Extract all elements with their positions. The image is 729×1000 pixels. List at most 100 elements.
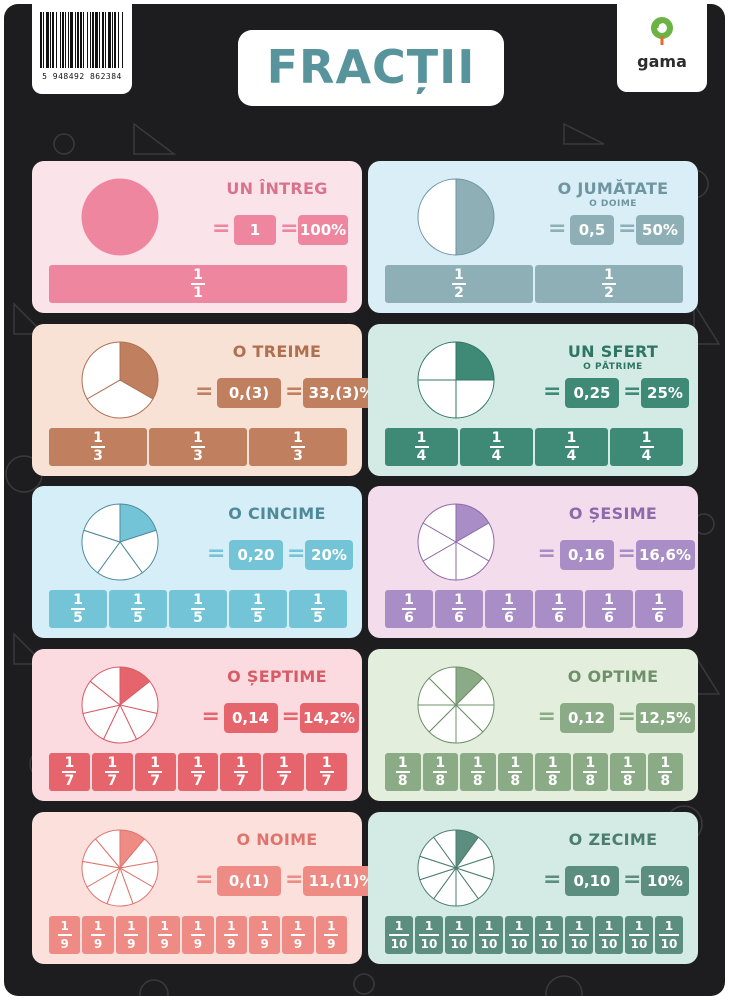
fraction-segment: 1 10 xyxy=(565,916,593,954)
equals-sign: = xyxy=(618,216,637,241)
fraction-bar xyxy=(602,283,616,285)
fraction-bar xyxy=(131,608,145,610)
fraction-denominator: 8 xyxy=(435,773,446,789)
fraction-pie-icon xyxy=(417,829,495,907)
fraction-pie-icon xyxy=(81,178,159,256)
fraction-bar xyxy=(191,771,205,773)
fraction-bar xyxy=(449,934,469,936)
fraction-bar xyxy=(452,608,466,610)
fraction-denominator: 10 xyxy=(510,937,528,951)
fraction-bar xyxy=(502,608,516,610)
fraction-denominator: 4 xyxy=(491,448,502,464)
fraction-numerator: 1 xyxy=(416,430,427,446)
fraction-bar xyxy=(224,934,239,936)
fraction-numerator: 1 xyxy=(654,592,664,608)
fraction-numerator: 1 xyxy=(327,919,336,933)
fraction-denominator: 10 xyxy=(630,937,648,951)
fraction-denominator: 7 xyxy=(193,773,203,789)
equals-sign: = xyxy=(287,541,306,566)
fraction-bar xyxy=(276,771,291,773)
equals-sign: = xyxy=(212,216,231,241)
fraction-bar xyxy=(91,446,105,448)
fraction-bar xyxy=(489,446,504,448)
percent-value: 33,(3)% xyxy=(303,378,380,408)
equals-sign: = xyxy=(617,541,636,566)
fraction-numerator: 1 xyxy=(585,755,596,771)
pie-slice xyxy=(83,503,121,543)
fraction-denominator: 6 xyxy=(404,610,414,626)
pie-slice xyxy=(119,341,159,400)
page-title-banner: FRACȚII xyxy=(238,30,504,106)
equals-sign: = xyxy=(195,379,214,404)
decimal-value: 0,16 xyxy=(559,540,614,570)
fraction-denominator: 10 xyxy=(570,937,588,951)
fraction-numerator: 1 xyxy=(64,755,75,771)
equals-sign: = xyxy=(543,379,562,404)
fraction-segment: 1 10 xyxy=(505,916,533,954)
equals-sign: = xyxy=(285,867,304,892)
equals-sign: = xyxy=(623,867,642,892)
fraction-denominator: 9 xyxy=(293,937,303,951)
fraction-name: UN ÎNTREG xyxy=(226,179,328,198)
fraction-numerator: 1 xyxy=(321,755,332,771)
fraction-denominator: 2 xyxy=(604,285,614,301)
fraction-segment: 1 10 xyxy=(475,916,503,954)
fraction-numerator: 1 xyxy=(293,430,303,446)
page-title: FRACȚII xyxy=(266,40,476,94)
fraction-bar xyxy=(433,771,448,773)
fraction-denominator: 9 xyxy=(160,937,169,951)
fraction-bar xyxy=(639,446,654,448)
fraction-pie-icon xyxy=(417,666,495,744)
pie-slice xyxy=(81,529,121,574)
fraction-bar xyxy=(658,771,673,773)
fraction-pie-icon xyxy=(81,341,159,419)
fraction-numerator: 1 xyxy=(604,592,614,608)
pie-slice xyxy=(428,666,457,707)
fraction-segment: 1 10 xyxy=(595,916,623,954)
fraction-numerator: 1 xyxy=(253,592,263,608)
fraction-denominator: 10 xyxy=(660,937,678,951)
percent-value: 11,(1)% xyxy=(303,866,380,896)
fraction-bar xyxy=(62,771,77,773)
fraction-bar xyxy=(452,283,466,285)
pie-slice xyxy=(81,178,159,256)
equals-sign: = xyxy=(543,867,562,892)
fraction-name: O JUMĂTATE xyxy=(557,179,669,198)
fraction-numerator: 1 xyxy=(193,267,203,283)
fraction-denominator: 7 xyxy=(64,773,75,789)
percent-value: 16,6% xyxy=(635,540,695,570)
fraction-denominator: 6 xyxy=(554,610,564,626)
fraction-denominator: 3 xyxy=(193,448,203,464)
fraction-name: O ȘESIME xyxy=(568,504,658,523)
pie-slice xyxy=(96,541,144,581)
fraction-bar xyxy=(290,934,305,936)
equals-sign: = xyxy=(280,216,299,241)
fraction-numerator: 1 xyxy=(484,919,494,933)
fraction-numerator: 1 xyxy=(622,755,633,771)
fraction-denominator: 9 xyxy=(327,937,336,951)
fraction-denominator: 10 xyxy=(480,937,498,951)
percent-value: 12,5% xyxy=(635,703,695,733)
fraction-pie-icon xyxy=(417,178,495,256)
fraction-numerator: 1 xyxy=(554,592,564,608)
pie-slice xyxy=(422,503,457,543)
fraction-pie-icon xyxy=(81,503,159,581)
equals-sign: = xyxy=(617,704,636,729)
fraction-bar xyxy=(71,608,85,610)
brand-name: gama xyxy=(637,52,687,71)
equals-sign: = xyxy=(281,704,300,729)
